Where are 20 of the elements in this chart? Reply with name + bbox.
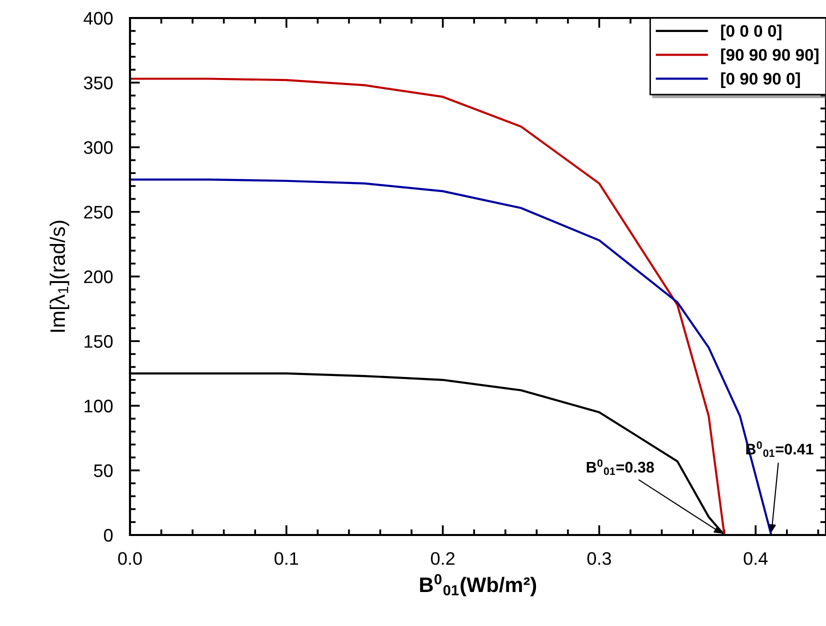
y-tick-label: 0	[104, 528, 113, 542]
x-tick-label: 0.4	[744, 552, 768, 565]
x-tick-label: 0.1	[274, 552, 298, 565]
y-tick-label: 250	[84, 206, 113, 219]
x-axis-title: B$^{0}$$_{01}$(Wb/m²)	[420, 574, 536, 596]
y-tick-label: 350	[84, 76, 113, 90]
y-tick-label: 400	[84, 12, 113, 25]
legend-label: [0 90 90 0]	[721, 72, 800, 88]
y-tick-label: 200	[84, 270, 113, 284]
y-tick-label: 150	[84, 335, 113, 348]
x-tick-label: 0.0	[118, 552, 142, 565]
x-tick-label: 0.2	[430, 552, 454, 565]
y-tick-label: 50	[94, 464, 113, 478]
y-tick-label: 300	[84, 141, 113, 154]
legend-label: [0 0 0 0]	[721, 24, 782, 40]
annotation: B$^{0}$$_{01}$=0.38	[586, 459, 654, 476]
legend-label: [90 90 90 90]	[721, 48, 818, 64]
x-tick-label: 0.3	[587, 552, 611, 565]
y-axis-title: Im[λ$_{1}$](rad/s)	[50, 220, 70, 332]
y-tick-label: 100	[84, 400, 113, 412]
